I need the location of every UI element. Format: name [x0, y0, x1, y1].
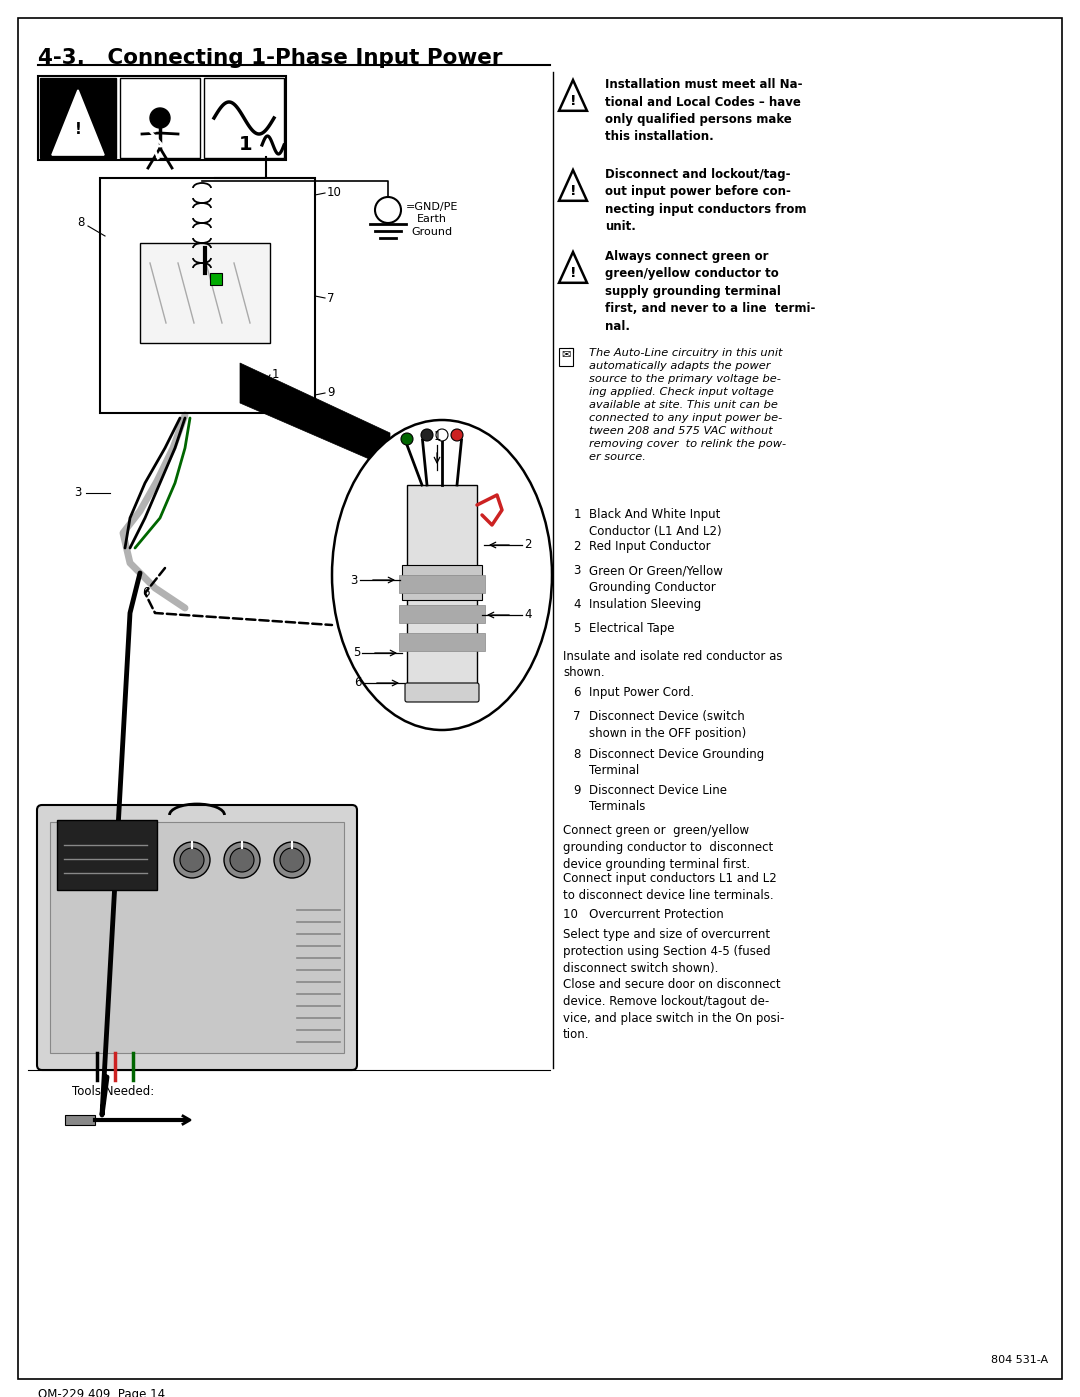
- Bar: [38, 75, 286, 161]
- Bar: [40, 78, 116, 158]
- Circle shape: [421, 429, 433, 441]
- Circle shape: [451, 429, 463, 441]
- Text: 6: 6: [573, 686, 581, 698]
- Text: Always connect green or
green/yellow conductor to
supply grounding terminal
firs: Always connect green or green/yellow con…: [605, 250, 815, 332]
- Text: Red Input Conductor: Red Input Conductor: [589, 541, 711, 553]
- Text: 3: 3: [75, 486, 82, 500]
- Bar: [399, 633, 485, 651]
- Bar: [100, 177, 315, 414]
- Text: Insulation Sleeving: Insulation Sleeving: [589, 598, 701, 610]
- Circle shape: [230, 848, 254, 872]
- Text: Insulate and isolate red conductor as
shown.: Insulate and isolate red conductor as sh…: [563, 650, 783, 679]
- Polygon shape: [52, 89, 104, 155]
- Circle shape: [150, 108, 170, 129]
- Circle shape: [436, 429, 448, 441]
- Text: 3: 3: [351, 574, 357, 587]
- Text: Green Or Green/Yellow
Grounding Conductor: Green Or Green/Yellow Grounding Conducto…: [589, 564, 723, 594]
- Text: Connect green or  green/yellow
grounding conductor to  disconnect
device groundi: Connect green or green/yellow grounding …: [563, 824, 773, 870]
- Text: 2: 2: [524, 538, 531, 552]
- Text: 10   Overcurrent Protection: 10 Overcurrent Protection: [563, 908, 724, 921]
- Text: 3: 3: [573, 564, 581, 577]
- Ellipse shape: [332, 420, 552, 731]
- Text: Disconnect Device Line
Terminals: Disconnect Device Line Terminals: [589, 784, 727, 813]
- Text: 7: 7: [327, 292, 335, 305]
- Text: !: !: [570, 184, 577, 198]
- Text: 5: 5: [353, 647, 360, 659]
- Circle shape: [280, 848, 303, 872]
- Polygon shape: [240, 363, 390, 468]
- Circle shape: [180, 848, 204, 872]
- Bar: [399, 605, 485, 623]
- Text: 8: 8: [573, 747, 581, 761]
- Text: 6: 6: [143, 587, 150, 599]
- Text: 8: 8: [78, 217, 85, 229]
- Text: 1: 1: [433, 430, 441, 443]
- Text: Disconnect Device Grounding
Terminal: Disconnect Device Grounding Terminal: [589, 747, 765, 778]
- Text: The Auto-Line circuitry in this unit
automatically adapts the power
source to th: The Auto-Line circuitry in this unit aut…: [589, 348, 786, 462]
- Text: 10: 10: [327, 187, 342, 200]
- Bar: [57, 820, 157, 890]
- FancyBboxPatch shape: [37, 805, 357, 1070]
- Text: 4-3.   Connecting 1-Phase Input Power: 4-3. Connecting 1-Phase Input Power: [38, 47, 502, 68]
- Bar: [120, 78, 200, 158]
- Text: !: !: [75, 123, 81, 137]
- Bar: [402, 564, 482, 599]
- Text: L2: L2: [253, 379, 266, 388]
- Text: Tools Needed:: Tools Needed:: [72, 1085, 154, 1098]
- Text: Black And White Input
Conductor (L1 And L2): Black And White Input Conductor (L1 And …: [589, 509, 721, 538]
- Text: 1: 1: [239, 136, 253, 155]
- Circle shape: [174, 842, 210, 877]
- Text: 2: 2: [573, 541, 581, 553]
- Text: 4: 4: [524, 609, 531, 622]
- Bar: [407, 485, 477, 685]
- Text: =GND/PE
Earth
Ground: =GND/PE Earth Ground: [406, 203, 458, 237]
- Text: OM-229 409  Page 14: OM-229 409 Page 14: [38, 1389, 165, 1397]
- Text: Disconnect and lockout/tag-
out input power before con-
necting input conductors: Disconnect and lockout/tag- out input po…: [605, 168, 807, 233]
- Text: L1: L1: [253, 390, 266, 400]
- Text: 9: 9: [573, 784, 581, 798]
- FancyBboxPatch shape: [405, 683, 480, 703]
- Text: 4: 4: [573, 598, 581, 610]
- Bar: [50, 821, 345, 1053]
- Polygon shape: [559, 251, 588, 282]
- Text: 1: 1: [272, 369, 280, 381]
- Polygon shape: [559, 170, 588, 201]
- Text: Select type and size of overcurrent
protection using Section 4-5 (fused
disconne: Select type and size of overcurrent prot…: [563, 928, 771, 975]
- Text: Close and secure door on disconnect
device. Remove lockout/tagout de-
vice, and : Close and secure door on disconnect devi…: [563, 978, 784, 1041]
- Text: 804 531-A: 804 531-A: [990, 1355, 1048, 1365]
- Text: 5: 5: [573, 622, 581, 636]
- Text: ✉: ✉: [561, 351, 570, 360]
- Text: Installation must meet all Na-
tional and Local Codes – have
only qualified pers: Installation must meet all Na- tional an…: [605, 78, 802, 144]
- Text: Input Power Cord.: Input Power Cord.: [589, 686, 694, 698]
- Text: 7: 7: [573, 710, 581, 724]
- Text: Disconnect Device (switch
shown in the OFF position): Disconnect Device (switch shown in the O…: [589, 710, 746, 739]
- Bar: [140, 243, 270, 344]
- Bar: [399, 576, 485, 592]
- Text: 6: 6: [354, 676, 362, 690]
- Circle shape: [401, 433, 413, 446]
- Bar: [559, 348, 573, 366]
- Bar: [65, 1115, 95, 1125]
- Circle shape: [224, 842, 260, 877]
- Bar: [204, 78, 284, 158]
- Text: 9: 9: [327, 387, 335, 400]
- Bar: [210, 272, 222, 285]
- Polygon shape: [559, 80, 588, 110]
- Text: Electrical Tape: Electrical Tape: [589, 622, 675, 636]
- Circle shape: [274, 842, 310, 877]
- Text: Connect input conductors L1 and L2
to disconnect device line terminals.: Connect input conductors L1 and L2 to di…: [563, 872, 777, 902]
- Text: !: !: [570, 265, 577, 279]
- Text: !: !: [570, 94, 577, 108]
- Text: 1: 1: [573, 509, 581, 521]
